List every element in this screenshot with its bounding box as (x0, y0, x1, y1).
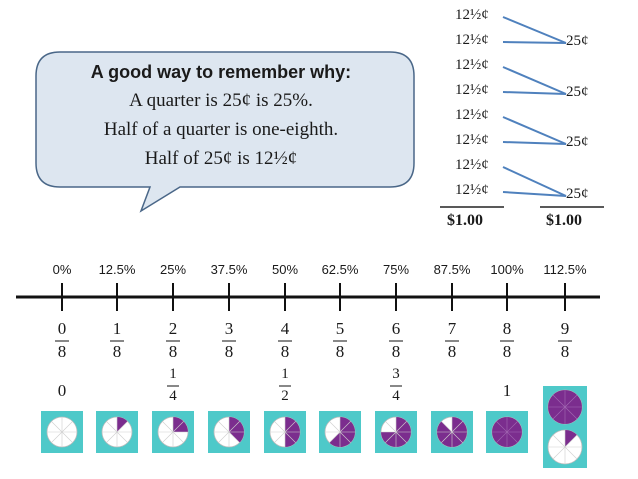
eighths-pie (152, 411, 194, 453)
pair-connector-line (502, 16, 567, 44)
percent-label: 100% (490, 262, 524, 277)
fraction-denominator: 8 (502, 342, 512, 361)
pie-fill (117, 417, 128, 432)
total-right: $1.00 (546, 212, 582, 229)
fraction-numerator: 2 (168, 319, 178, 338)
percent-label: 0% (52, 262, 72, 277)
percent-label: 37.5% (210, 262, 248, 277)
eighths-pie (547, 429, 583, 465)
eighth-amount: 12½¢ (455, 132, 489, 148)
pair-connector-line (502, 116, 567, 145)
total-left: $1.00 (447, 212, 483, 229)
percent-label: 75% (382, 262, 410, 277)
eighth-amount: 12½¢ (455, 57, 489, 73)
eighths-pie (486, 411, 528, 453)
fraction-denominator: 8 (280, 342, 290, 361)
fraction-numerator: 0 (57, 319, 67, 338)
fraction-denominator: 8 (168, 342, 178, 361)
fraction-denominator: 8 (391, 342, 401, 361)
fraction-numerator: 3 (224, 319, 234, 338)
eighth-amount: 12½¢ (455, 32, 489, 48)
percent-label: 50% (271, 262, 299, 277)
fraction-numerator: 6 (391, 319, 401, 338)
simplified-denominator: 4 (169, 388, 177, 404)
pair-connector-line (502, 166, 567, 197)
fraction-numerator: 8 (502, 319, 512, 338)
simplified-numerator: 3 (392, 366, 400, 382)
quarter-amount: 25¢ (566, 84, 589, 100)
bubble-title: A good way to remember why: (90, 62, 352, 82)
simplified-denominator: 4 (392, 388, 400, 404)
fraction-numerator: 7 (447, 319, 457, 338)
eighths-pie (96, 411, 138, 453)
eighth-amount: 12½¢ (455, 107, 489, 123)
simplified-whole: 1 (502, 381, 512, 400)
eighth-amount: 12½¢ (455, 7, 489, 23)
eighths-pie (319, 411, 361, 453)
number-line-ticks (61, 283, 566, 311)
percent-label: 87.5% (433, 262, 471, 277)
eighths-pie (375, 411, 417, 453)
simplified-numerator: 1 (169, 366, 177, 382)
simplified-denominator: 2 (281, 388, 289, 404)
fraction-denominator: 8 (335, 342, 345, 361)
pie-fill (229, 417, 245, 443)
pair-connector-line (502, 141, 567, 145)
eighth-amount: 12½¢ (455, 182, 489, 198)
pair-connector-line (502, 41, 567, 44)
eighth-amount: 12½¢ (455, 157, 489, 173)
fraction-denominator: 8 (224, 342, 234, 361)
fraction-numerator: 1 (112, 319, 122, 338)
eighth-amount: 12½¢ (455, 82, 489, 98)
fraction-denominator: 8 (447, 342, 457, 361)
pair-connectors (502, 16, 567, 197)
percent-label: 62.5% (321, 262, 359, 277)
fraction-denominator: 8 (57, 342, 67, 361)
pair-connector-line (502, 91, 567, 95)
simplified-numerator: 1 (281, 366, 289, 382)
quarter-amount: 25¢ (566, 134, 589, 150)
pie-fill (565, 430, 578, 447)
eighths-pie (208, 411, 250, 453)
simplified-whole: 0 (57, 381, 67, 400)
percent-label: 112.5% (543, 262, 587, 277)
fraction-denominator: 8 (560, 342, 570, 361)
eighths-pie (431, 411, 473, 453)
bubble-line-1: A quarter is 25¢ is 25%. (129, 90, 313, 111)
fraction-bars (55, 340, 572, 387)
fraction-numerator: 5 (335, 319, 345, 338)
eighths-pie (41, 411, 83, 453)
bubble-line-2: Half of a quarter is one-eighth. (103, 119, 339, 140)
quarter-amount: 25¢ (566, 186, 589, 202)
eighths-pie (547, 389, 583, 425)
percent-label: 25% (159, 262, 187, 277)
percent-label: 12.5% (98, 262, 136, 277)
fraction-numerator: 9 (560, 319, 570, 338)
fraction-denominator: 8 (112, 342, 122, 361)
fraction-numerator: 4 (280, 319, 290, 338)
eighths-pie (264, 411, 306, 453)
pair-connector-line (502, 191, 567, 197)
speech-bubble (35, 51, 415, 213)
bubble-line-3: Half of 25¢ is 12½¢ (144, 148, 298, 169)
pair-connector-line (502, 66, 567, 95)
quarter-amount: 25¢ (566, 33, 589, 49)
pie-row (41, 386, 587, 468)
